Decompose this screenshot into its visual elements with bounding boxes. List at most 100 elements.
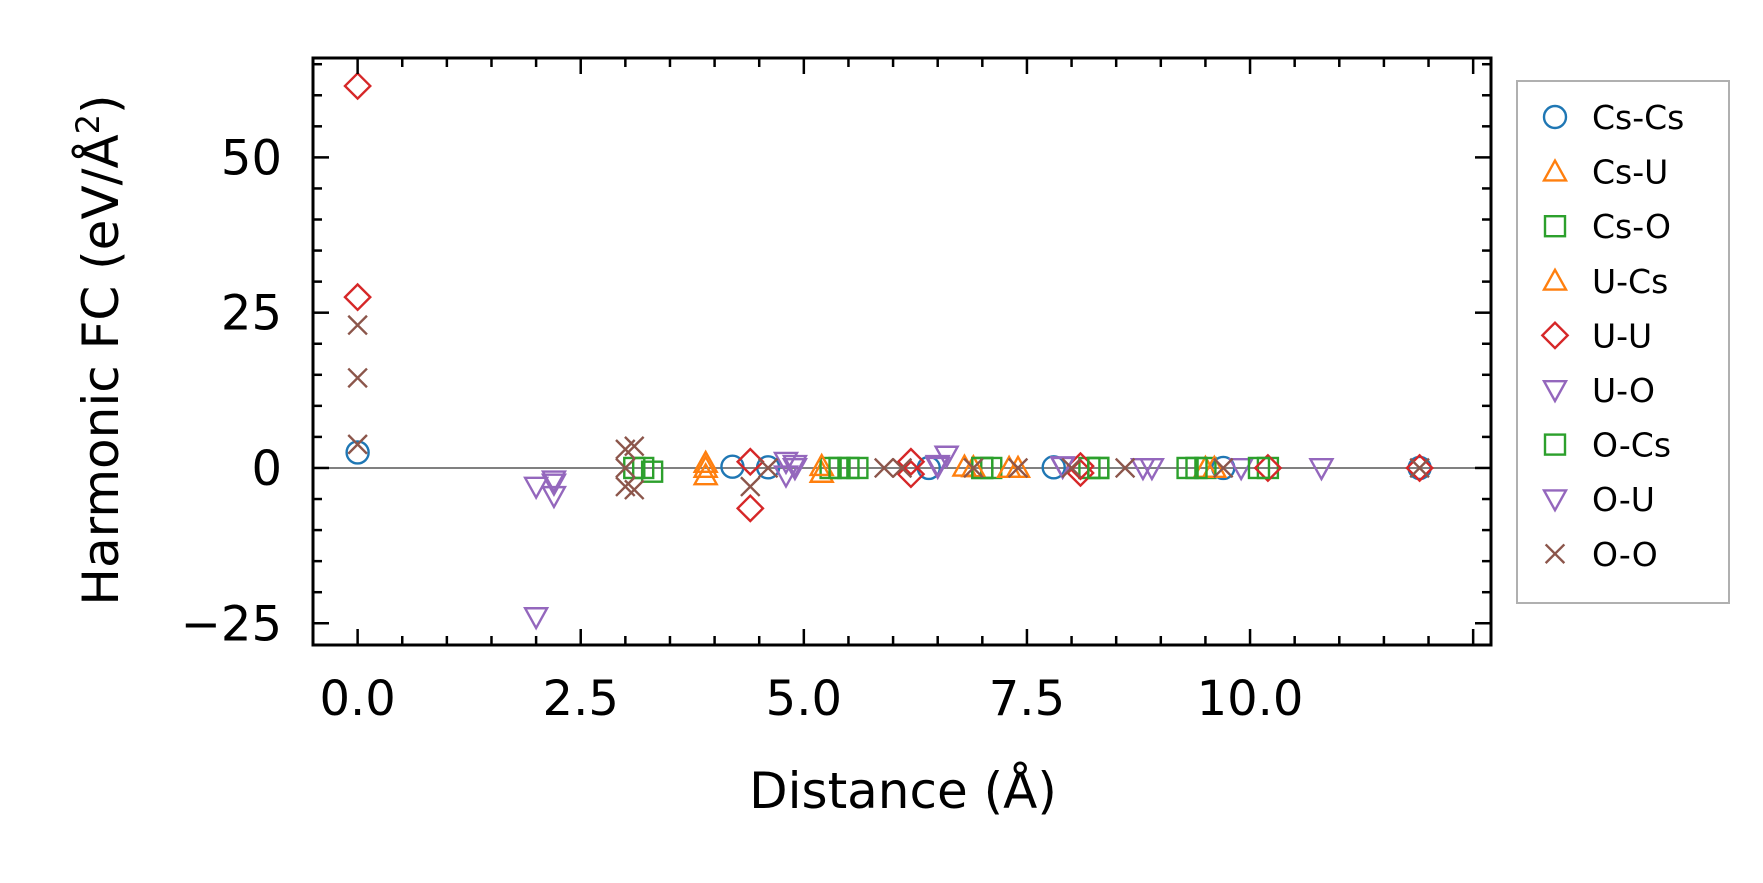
- data-point: [540, 470, 567, 494]
- data-point: [772, 451, 800, 476]
- data-point: [808, 459, 835, 483]
- legend-label: O-Cs: [1592, 426, 1671, 465]
- legend-marker: [1541, 158, 1569, 182]
- series-u-u: [343, 71, 1434, 523]
- data-point: [624, 479, 645, 500]
- data-point: [735, 493, 765, 523]
- data-point: [933, 445, 960, 470]
- data-point: [772, 465, 800, 489]
- data-point: [347, 367, 368, 389]
- data-point: [345, 440, 370, 465]
- y-tick-label: −25: [181, 596, 282, 652]
- data-point: [692, 449, 719, 473]
- axes: 0.0 2.5 5.0 7.5 10.0 −25 0 25 50: [181, 56, 1493, 727]
- legend-item: Cs-U: [1541, 153, 1668, 192]
- x-tick-label: 5.0: [766, 671, 842, 727]
- y-axis-label: Harmonic FC (eV/Å2): [69, 94, 130, 605]
- data-point: [1049, 456, 1076, 480]
- series-o-cs: [631, 456, 1271, 480]
- legend-label: Cs-O: [1592, 207, 1671, 246]
- data-point: [1061, 457, 1082, 479]
- x-tick-label: 2.5: [543, 671, 619, 727]
- y-axis-label-close: ): [72, 94, 130, 114]
- legend-marker: [1543, 433, 1567, 456]
- legend-marker: [1543, 214, 1567, 238]
- data-point: [896, 447, 926, 477]
- data-point: [540, 485, 567, 510]
- data-point: [781, 454, 808, 479]
- x-tick-label: 7.5: [989, 671, 1065, 727]
- legend-item: O-Cs: [1543, 426, 1671, 465]
- legend-marker: [1541, 267, 1569, 291]
- plot-area: [313, 71, 1491, 631]
- data-point: [1213, 457, 1234, 479]
- legend-marker: [1541, 489, 1569, 513]
- data-point: [523, 607, 550, 631]
- data-point: [1308, 457, 1335, 482]
- legend-item: U-U: [1540, 316, 1652, 355]
- data-point: [624, 436, 645, 457]
- y-axis-label-main: Harmonic FC (eV/Å: [72, 134, 130, 605]
- data-point: [1138, 457, 1165, 482]
- legend-marker: [1540, 321, 1570, 350]
- y-tick-label: 50: [221, 130, 282, 186]
- series-u-o: [523, 445, 1335, 631]
- data-point: [846, 456, 869, 480]
- data-point: [735, 447, 765, 477]
- legend-box: [1516, 80, 1730, 604]
- data-point: [963, 457, 984, 479]
- data-point: [1405, 453, 1434, 483]
- data-point: [631, 456, 655, 480]
- data-point: [740, 476, 761, 497]
- x-tick-label: 0.0: [319, 671, 395, 727]
- data-point: [540, 473, 567, 497]
- plot-frame: [311, 56, 1493, 647]
- legend-item: U-Cs: [1541, 262, 1668, 301]
- data-point: [1007, 457, 1029, 479]
- data-point: [873, 457, 895, 479]
- legend-marker: [1544, 543, 1566, 564]
- legend-item: O-U: [1541, 480, 1655, 519]
- data-point: [1247, 456, 1271, 480]
- legend-item: Cs-O: [1543, 207, 1671, 246]
- x-tick-label: 10.0: [1197, 671, 1304, 727]
- legend-label: U-U: [1592, 316, 1652, 355]
- data-point: [1253, 453, 1283, 483]
- series-o-o: [347, 314, 1430, 500]
- data-point: [1185, 456, 1208, 480]
- legend-label: U-Cs: [1592, 262, 1668, 301]
- legend: Cs-Cs Cs-U Cs-O U-Cs U-U U-O O-Cs O-U O-O: [1516, 80, 1730, 604]
- y-tick-label: 0: [251, 441, 282, 497]
- data-point: [828, 456, 851, 480]
- x-axis-label: Distance (Å): [749, 762, 1057, 820]
- data-point: [757, 457, 779, 479]
- legend-marker: [1542, 104, 1568, 130]
- data-point: [924, 456, 951, 481]
- data-point: [891, 457, 913, 479]
- data-point: [1087, 456, 1110, 480]
- y-tick-label: 25: [221, 286, 282, 342]
- data-point: [692, 461, 719, 486]
- data-point: [347, 314, 368, 336]
- legend-item: Cs-Cs: [1542, 98, 1684, 137]
- data-point: [343, 282, 372, 312]
- legend-label: U-O: [1592, 371, 1655, 410]
- data-point: [615, 457, 636, 479]
- legend-label: Cs-U: [1592, 153, 1668, 192]
- data-point: [1409, 457, 1430, 479]
- legend-item: O-O: [1544, 535, 1658, 574]
- data-point: [1114, 457, 1136, 479]
- legend-marker: [1541, 380, 1569, 404]
- data-point: [523, 476, 550, 501]
- legend-label: O-U: [1592, 480, 1655, 519]
- y-axis-label-sup: 2: [69, 114, 107, 134]
- data-point: [1228, 457, 1255, 482]
- data-point: [781, 457, 808, 482]
- data-point: [808, 452, 835, 477]
- data-point: [343, 71, 372, 101]
- legend-label: O-O: [1592, 535, 1658, 574]
- data-point: [347, 434, 368, 455]
- legend-item: U-O: [1541, 371, 1655, 410]
- data-point: [692, 454, 719, 478]
